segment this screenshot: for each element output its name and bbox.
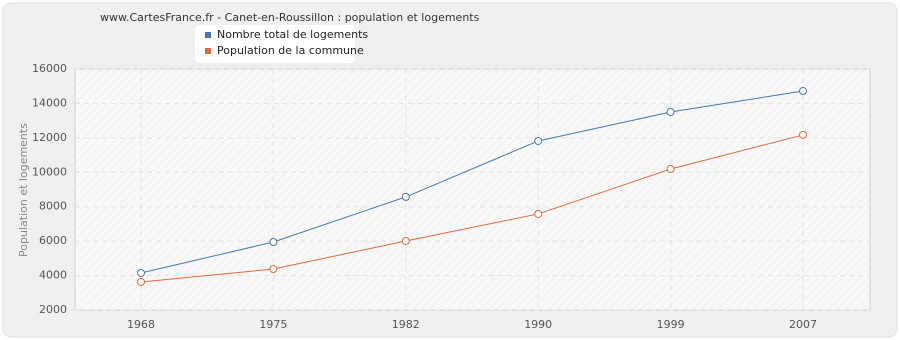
data-point <box>269 265 278 274</box>
series-line <box>140 90 804 274</box>
x-tick-label: 1982 <box>392 318 420 331</box>
y-tick-label: 10000 <box>32 165 67 178</box>
data-point <box>666 165 675 174</box>
data-point <box>534 136 543 145</box>
data-point <box>534 209 543 218</box>
legend-swatch <box>205 32 211 38</box>
plot-area <box>74 68 871 311</box>
chart-title: www.CartesFrance.fr - Canet-en-Roussillo… <box>100 11 480 24</box>
y-tick-label: 2000 <box>39 303 67 316</box>
data-point <box>137 268 145 277</box>
data-point <box>401 236 410 245</box>
x-tick-label: 1975 <box>259 318 287 331</box>
series-line <box>140 134 804 283</box>
y-tick-label: 16000 <box>32 62 67 75</box>
y-axis-label: Population et logements <box>17 123 30 257</box>
data-point <box>137 277 145 286</box>
legend-label: Nombre total de logements <box>217 28 368 41</box>
data-point <box>799 130 807 139</box>
y-tick-label: 12000 <box>32 131 67 144</box>
legend <box>195 25 355 63</box>
data-point <box>401 192 410 201</box>
y-tick-label: 8000 <box>39 200 67 213</box>
y-tick-label: 14000 <box>32 96 67 109</box>
x-tick-label: 1968 <box>127 318 155 331</box>
data-point <box>269 238 278 247</box>
legend-label: Population de la commune <box>217 44 364 57</box>
x-tick-label: 1999 <box>657 318 685 331</box>
y-tick-label: 6000 <box>39 234 67 247</box>
y-tick-label: 4000 <box>39 269 67 282</box>
x-tick-label: 1990 <box>524 318 552 331</box>
x-tick-label: 2007 <box>789 318 817 331</box>
data-point <box>799 87 807 96</box>
data-point <box>666 108 675 117</box>
legend-swatch <box>205 48 211 54</box>
